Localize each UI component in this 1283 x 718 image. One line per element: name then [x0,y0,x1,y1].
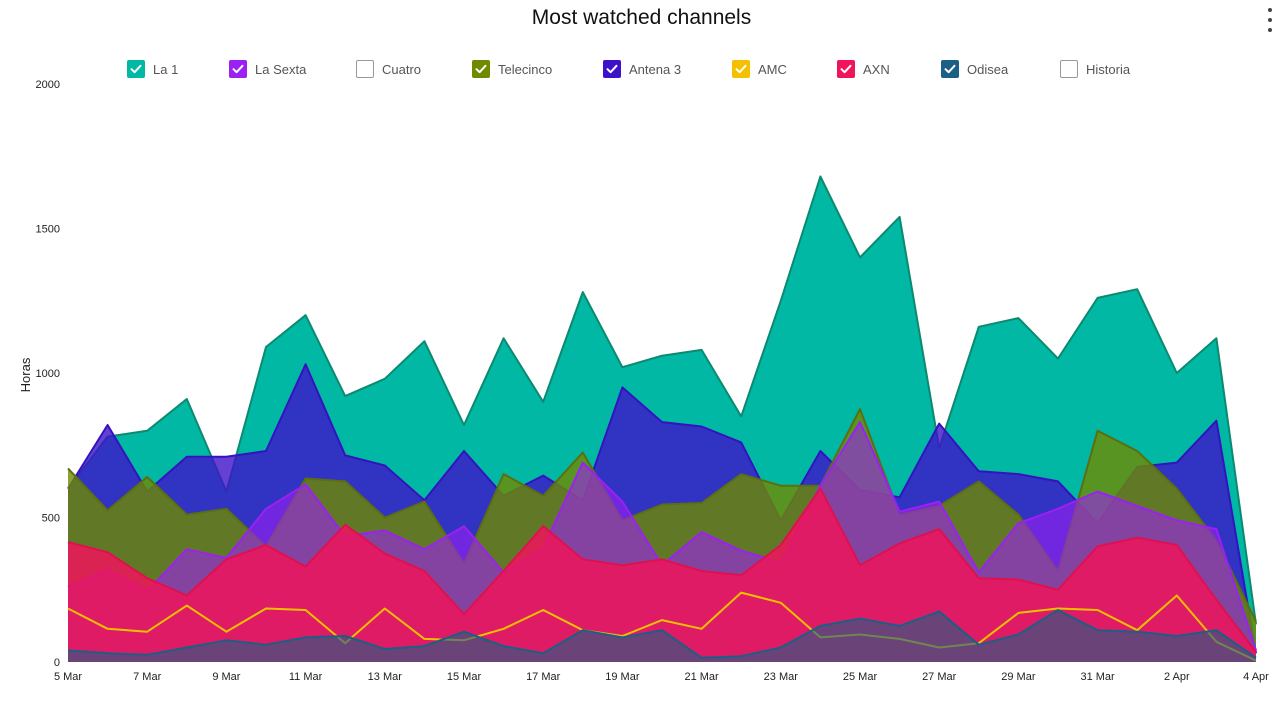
x-tick-label: 2 Apr [1164,671,1190,683]
x-tick-label: 25 Mar [843,671,878,683]
checkbox-checked-icon[interactable] [732,60,750,78]
legend-item-cuatro[interactable]: Cuatro [356,58,421,80]
x-tick-label: 9 Mar [212,671,240,683]
checkbox-unchecked-icon[interactable] [356,60,374,78]
checkbox-unchecked-icon[interactable] [1060,60,1078,78]
y-axis-label: Horas [18,357,33,392]
y-tick-label: 1000 [36,368,60,380]
checkbox-checked-icon[interactable] [472,60,490,78]
x-tick-label: 11 Mar [289,671,323,683]
legend-item-axn[interactable]: AXN [837,58,890,80]
x-tick-label: 31 Mar [1080,671,1115,683]
legend-label: La 1 [153,61,179,77]
legend-label: Telecinco [498,61,553,77]
checkbox-checked-icon[interactable] [941,60,959,78]
legend-label: AMC [758,61,787,77]
y-tick-label: 500 [42,513,60,525]
x-tick-label: 27 Mar [922,671,957,683]
x-tick-label: 5 Mar [54,671,82,683]
legend-item-amc[interactable]: AMC [732,58,787,80]
line-axn [67,487,1257,653]
line-antena-3 [67,363,1257,654]
x-tick-label: 7 Mar [133,671,161,683]
legend-label: Historia [1086,61,1131,77]
y-tick-label: 1500 [36,224,60,236]
checkbox-checked-icon[interactable] [127,60,145,78]
chart-title: Most watched channels [531,6,752,29]
x-tick-label: 29 Mar [1001,671,1036,683]
area-odisea [68,610,1256,662]
x-tick-label: 13 Mar [368,671,403,683]
legend: La 1 La Sexta Cuatro Telecinco Antena 3 AMC AX… [0,58,1283,80]
checkbox-checked-icon[interactable] [603,60,621,78]
area-axn [68,488,1256,662]
x-tick-label: 19 Mar [605,671,640,683]
legend-label: Odisea [967,61,1009,77]
line-odisea [67,609,1257,659]
line-amc [67,591,1257,662]
y-tick-label: 2000 [36,79,60,91]
legend-item-la-1[interactable]: La 1 [127,58,178,80]
legend-item-antena-3[interactable]: Antena 3 [603,58,681,80]
x-tick-label: 15 Mar [447,671,482,683]
kebab-menu-icon[interactable] [1265,8,1275,32]
legend-item-odisea[interactable]: Odisea [941,58,1008,80]
checkbox-checked-icon[interactable] [837,60,855,78]
x-tick-label: 4 Apr [1243,671,1269,683]
checkbox-checked-icon[interactable] [229,60,247,78]
legend-item-la-sexta[interactable]: La Sexta [229,58,306,80]
legend-item-historia[interactable]: Historia [1060,58,1130,80]
legend-item-telecinco[interactable]: Telecinco [472,58,552,80]
legend-label: Antena 3 [629,61,682,77]
legend-label: AXN [863,61,890,77]
legend-label: La Sexta [255,61,307,77]
x-tick-label: 17 Mar [526,671,561,683]
y-tick-label: 0 [54,657,60,669]
x-tick-label: 23 Mar [764,671,799,683]
x-tick-label: 21 Mar [684,671,719,683]
line-la-1 [67,175,1257,625]
legend-label: Cuatro [382,61,422,77]
